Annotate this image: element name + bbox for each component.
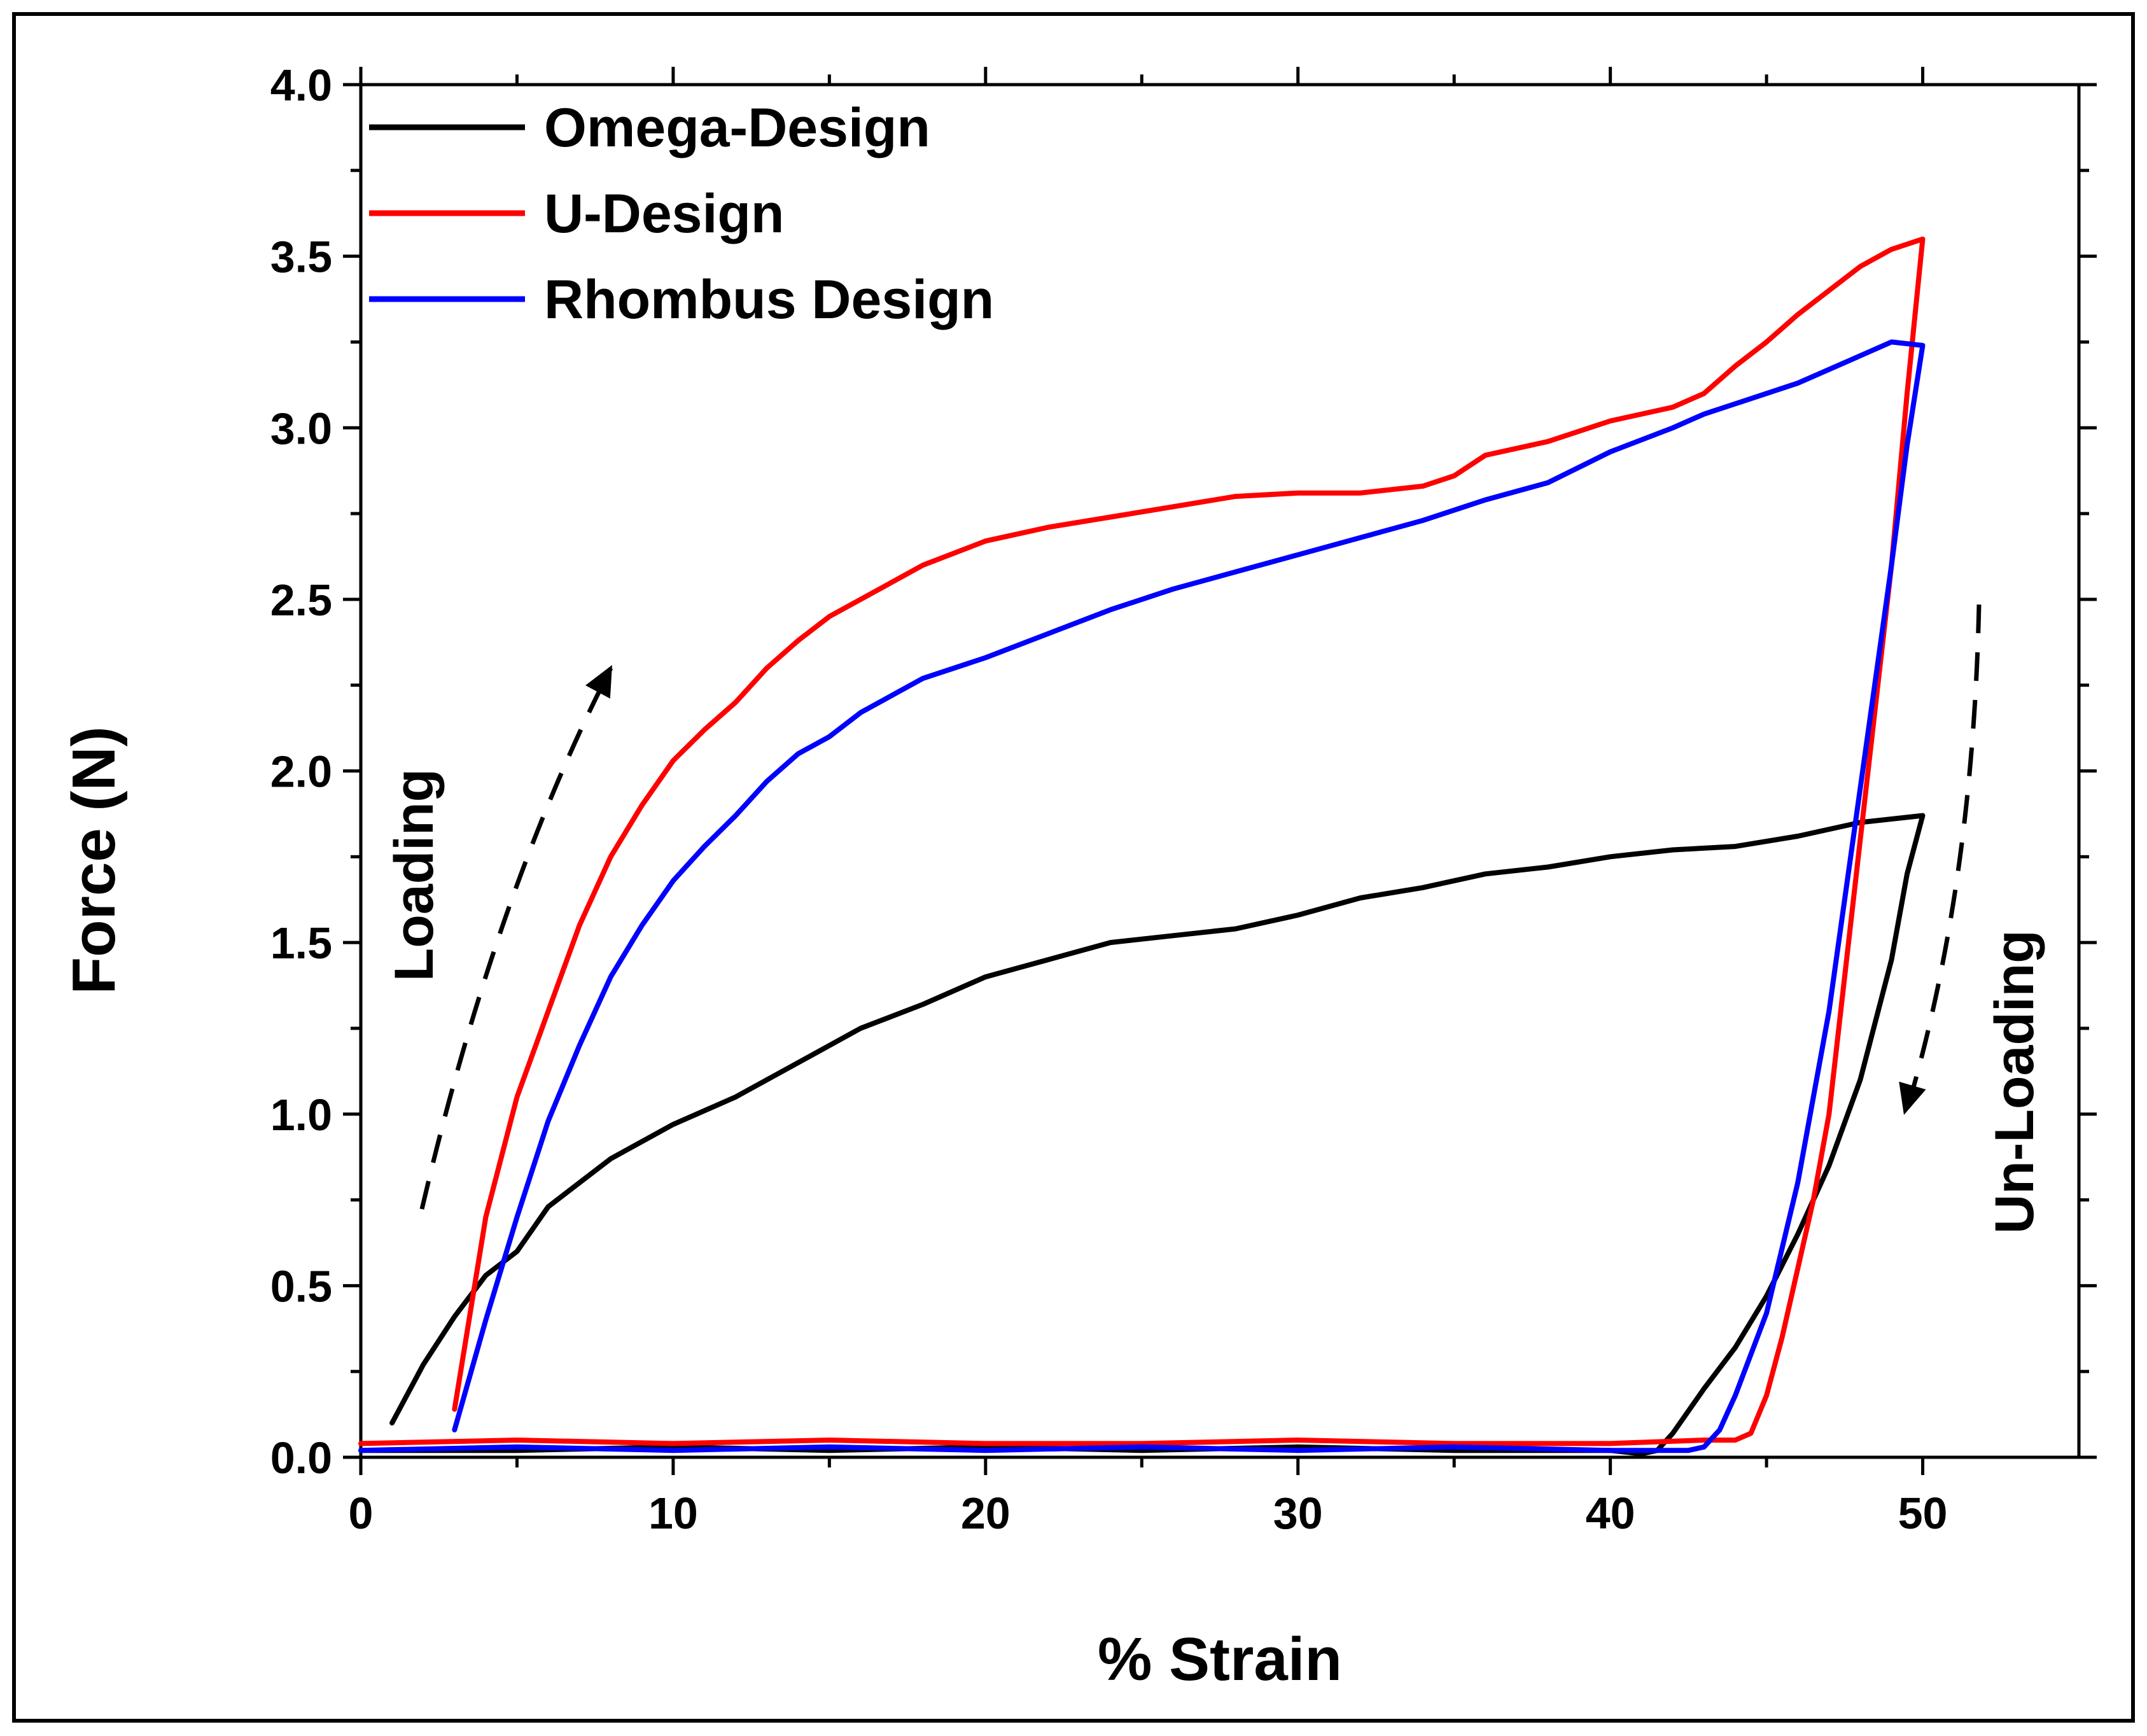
unloading-label: Un-Loading xyxy=(1984,930,2045,1234)
y-tick-label: 2.0 xyxy=(270,747,332,797)
series-line-omega-design xyxy=(358,813,1926,1457)
unloading-arrow xyxy=(1903,604,1982,1115)
loading-arrowhead xyxy=(585,665,612,699)
x-axis-title: % Strain xyxy=(1098,1625,1342,1693)
x-tick-label: 50 xyxy=(1898,1488,1948,1538)
series-layer xyxy=(358,236,1926,1457)
loading-arrow xyxy=(419,667,613,1210)
y-tick-label: 4.0 xyxy=(270,60,332,110)
y-tick-label: 0.0 xyxy=(270,1433,332,1483)
legend-label-u-design: U-Design xyxy=(544,183,784,244)
annotations: Loading Un-Loading xyxy=(384,604,2045,1234)
y-tick-label: 1.0 xyxy=(270,1090,332,1140)
legend-label-omega-design: Omega-Design xyxy=(544,97,930,158)
y-tick-label: 2.5 xyxy=(270,575,332,625)
x-tick-label: 30 xyxy=(1273,1488,1323,1538)
y-tick-label: 1.5 xyxy=(270,918,332,968)
y-tick-label: 3.5 xyxy=(270,232,332,282)
x-tick-label: 10 xyxy=(648,1488,698,1538)
y-tick-label: 0.5 xyxy=(270,1261,332,1311)
y-axis-title: Force (N) xyxy=(60,726,128,994)
legend: Omega-Design U-Design Rhombus Design xyxy=(369,97,994,330)
x-tick-label: 40 xyxy=(1586,1488,1635,1538)
y-tick-label: 3.0 xyxy=(270,403,332,453)
axes: 0 10 20 30 40 50 0.0 0.5 1.0 1.5 2.0 2.5 3.0 3.5 4.0 xyxy=(270,60,2097,1538)
x-tick-label: 20 xyxy=(961,1488,1011,1538)
outer-frame xyxy=(12,12,2135,1723)
legend-label-rhombus-design: Rhombus Design xyxy=(544,269,994,330)
loading-label: Loading xyxy=(384,769,445,981)
series-line-rhombus-design xyxy=(358,339,1926,1453)
x-tick-label: 0 xyxy=(349,1488,374,1538)
unloading-arrowhead xyxy=(1899,1081,1926,1115)
